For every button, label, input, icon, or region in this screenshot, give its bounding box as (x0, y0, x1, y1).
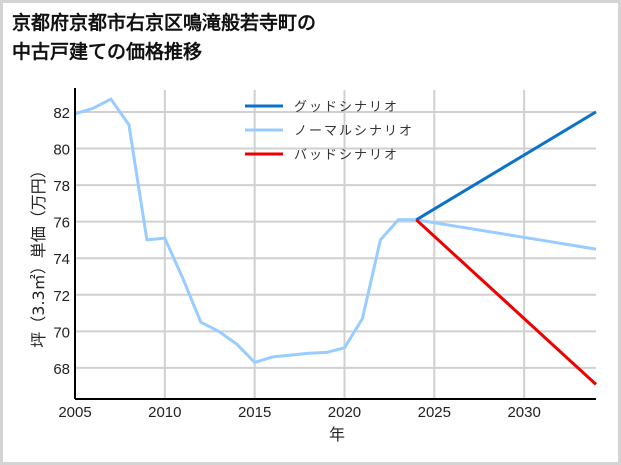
y-tick-label: 72 (53, 288, 70, 305)
axes (74, 88, 596, 400)
x-tick-label: 2015 (238, 404, 271, 421)
y-tick-label: 68 (53, 361, 70, 378)
y-axis-label: 坪（3.3㎡）単価（万円） (29, 162, 48, 347)
y-tick-label: 78 (53, 178, 70, 195)
series-line (415, 218, 598, 386)
series-line (415, 110, 597, 222)
y-tick-label: 76 (53, 215, 70, 232)
x-tick-label: 2005 (58, 404, 91, 421)
legend-label: グッドシナリオ (294, 100, 399, 115)
series-line (74, 97, 597, 364)
chart-title: 京都府京都市右京区鳴滝般若寺町の 中古戸建ての価格推移 (12, 9, 316, 67)
y-axis-ticks: 68 70 72 74 76 78 80 82 (53, 105, 70, 378)
x-tick-label: 2020 (328, 404, 361, 421)
x-tick-label: 2025 (418, 404, 451, 421)
legend-label: バッドシナリオ (294, 148, 399, 163)
y-tick-label: 70 (53, 324, 70, 341)
x-axis-ticks: 2005 2010 2015 2020 2025 2030 (58, 404, 541, 421)
x-axis-label: 年 (329, 425, 345, 444)
x-tick-label: 2010 (148, 404, 181, 421)
chart-title-line1: 京都府京都市右京区鳴滝般若寺町の (12, 12, 317, 34)
series-lines (74, 97, 598, 386)
chart-title-line2: 中古戸建ての価格推移 (12, 41, 203, 63)
y-tick-label: 80 (53, 142, 70, 159)
y-tick-label: 82 (53, 105, 70, 122)
x-tick-label: 2030 (507, 404, 540, 421)
y-tick-label: 74 (53, 251, 70, 268)
legend-label: ノーマルシナリオ (294, 124, 414, 139)
grid-lines (75, 90, 596, 399)
